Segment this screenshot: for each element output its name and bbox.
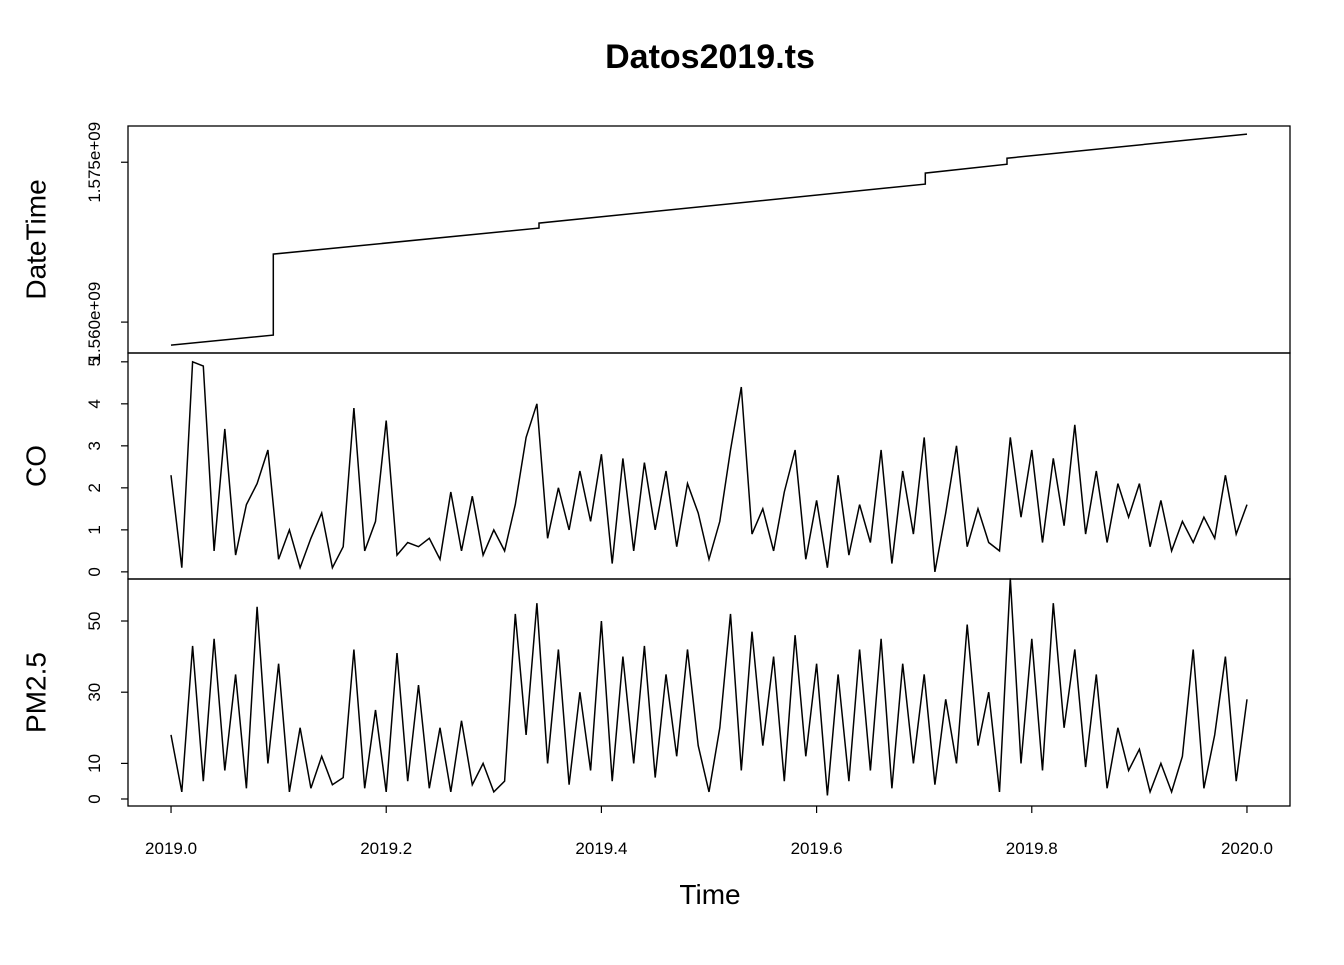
y-axis-label: DateTime <box>20 179 51 299</box>
series-line <box>170 578 1248 796</box>
x-tick-label: 2019.2 <box>360 839 412 858</box>
panel-frame <box>127 352 1291 580</box>
x-tick-label: 2019.8 <box>1006 839 1058 858</box>
y-tick-label: 30 <box>85 683 104 702</box>
y-tick-label: 50 <box>85 612 104 631</box>
y-tick-label: 1 <box>85 525 104 534</box>
y-tick-label: 10 <box>85 754 104 773</box>
y-tick-label: 5 <box>85 357 104 366</box>
series-line <box>170 360 1248 573</box>
series-line <box>170 133 1248 346</box>
y-tick-label: 1.560e+09 <box>85 282 104 363</box>
y-tick-label: 3 <box>85 441 104 450</box>
y-tick-label: 4 <box>85 399 104 408</box>
y-tick-label: 2 <box>85 483 104 492</box>
y-tick-label: 0 <box>85 794 104 803</box>
panel-frame <box>127 578 1291 807</box>
x-tick-label: 2019.0 <box>145 839 197 858</box>
chart-title: Datos2019.ts <box>605 38 815 76</box>
y-axis-label: PM2.5 <box>20 652 51 733</box>
y-tick-label: 0 <box>85 567 104 576</box>
y-tick-label: 1.575e+09 <box>85 122 104 203</box>
y-axis-label: CO <box>20 445 51 487</box>
x-tick-label: 2019.4 <box>575 839 627 858</box>
x-tick-label: 2019.6 <box>791 839 843 858</box>
x-axis-label: Time <box>679 879 740 910</box>
x-tick-label: 2020.0 <box>1221 839 1273 858</box>
panel-frame <box>127 125 1291 354</box>
